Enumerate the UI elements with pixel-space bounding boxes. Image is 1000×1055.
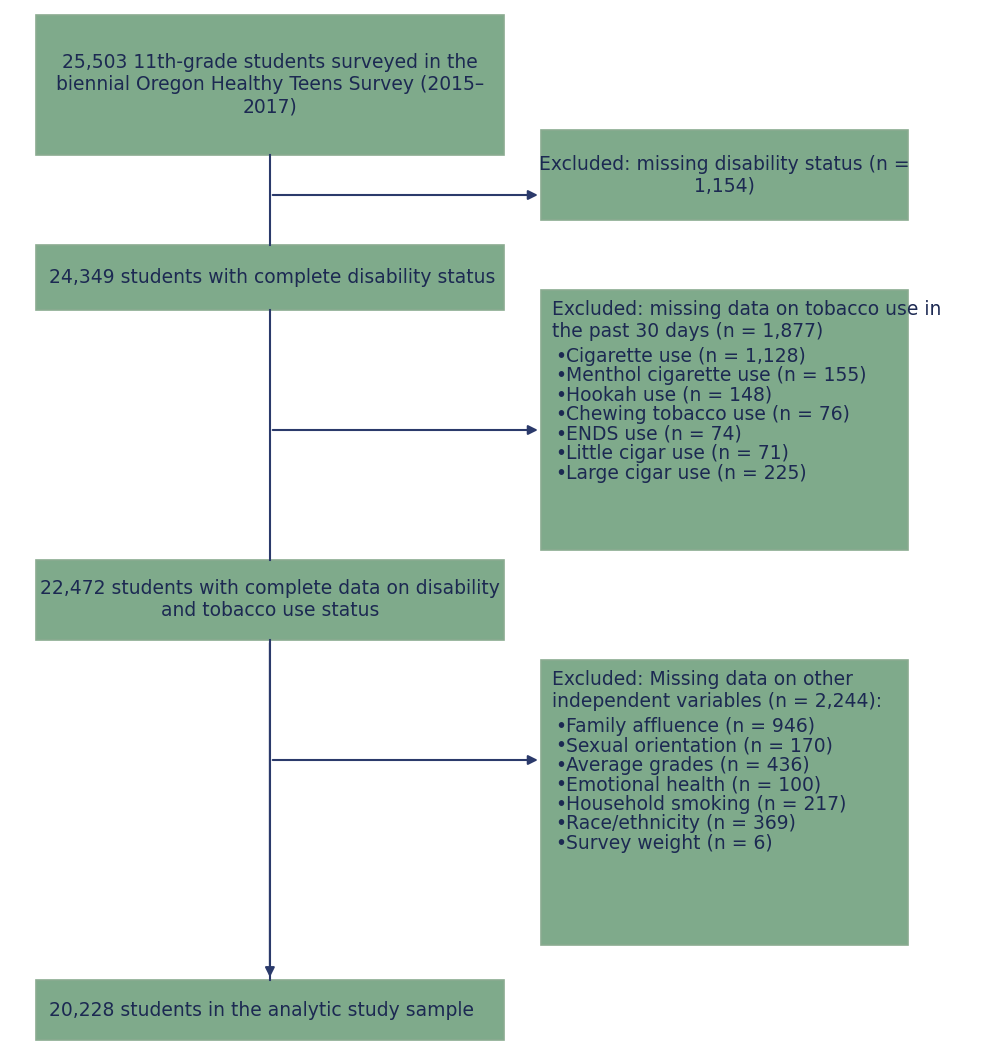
- Bar: [541, 290, 908, 550]
- Text: •: •: [555, 425, 566, 444]
- Text: Chewing tobacco use (n = 76): Chewing tobacco use (n = 76): [566, 405, 850, 424]
- Text: •: •: [555, 755, 566, 774]
- Bar: [541, 130, 908, 220]
- Text: •: •: [555, 405, 566, 424]
- Text: Cigarette use (n = 1,128): Cigarette use (n = 1,128): [566, 346, 806, 365]
- Text: Average grades (n = 436): Average grades (n = 436): [566, 755, 810, 774]
- Bar: [36, 980, 504, 1040]
- Text: •: •: [555, 814, 566, 833]
- Text: 22,472 students with complete data on disability
and tobacco use status: 22,472 students with complete data on di…: [40, 579, 500, 620]
- Bar: [36, 15, 504, 155]
- Text: Household smoking (n = 217): Household smoking (n = 217): [566, 794, 847, 813]
- Text: ENDS use (n = 74): ENDS use (n = 74): [566, 425, 742, 444]
- Text: •: •: [555, 833, 566, 852]
- Text: Menthol cigarette use (n = 155): Menthol cigarette use (n = 155): [566, 366, 867, 385]
- Bar: [36, 245, 504, 310]
- Text: •: •: [555, 366, 566, 385]
- Text: Excluded: missing data on tobacco use in
the past 30 days (n = 1,877): Excluded: missing data on tobacco use in…: [552, 300, 941, 341]
- Text: •: •: [555, 346, 566, 365]
- Text: 24,349 students with complete disability status: 24,349 students with complete disability…: [49, 268, 495, 287]
- Text: •: •: [555, 775, 566, 794]
- Text: •: •: [555, 736, 566, 755]
- Text: •: •: [555, 444, 566, 463]
- Text: •: •: [555, 794, 566, 813]
- Text: Little cigar use (n = 71): Little cigar use (n = 71): [566, 444, 789, 463]
- Text: Family affluence (n = 946): Family affluence (n = 946): [566, 716, 815, 735]
- Text: Excluded: missing disability status (n =
1,154): Excluded: missing disability status (n =…: [539, 154, 910, 195]
- Text: •: •: [555, 716, 566, 735]
- Text: Survey weight (n = 6): Survey weight (n = 6): [566, 833, 773, 852]
- Text: 25,503 11th-grade students surveyed in the
biennial Oregon Healthy Teens Survey : 25,503 11th-grade students surveyed in t…: [56, 54, 484, 116]
- Bar: [36, 560, 504, 640]
- Text: 20,228 students in the analytic study sample: 20,228 students in the analytic study sa…: [49, 1000, 474, 1019]
- Text: Excluded: Missing data on other
independent variables (n = 2,244):: Excluded: Missing data on other independ…: [552, 670, 882, 711]
- Text: Hookah use (n = 148): Hookah use (n = 148): [566, 386, 772, 405]
- Text: Large cigar use (n = 225): Large cigar use (n = 225): [566, 464, 807, 483]
- Text: Emotional health (n = 100): Emotional health (n = 100): [566, 775, 821, 794]
- Text: Sexual orientation (n = 170): Sexual orientation (n = 170): [566, 736, 833, 755]
- Text: Race/ethnicity (n = 369): Race/ethnicity (n = 369): [566, 814, 796, 833]
- Text: •: •: [555, 386, 566, 405]
- Bar: [541, 660, 908, 945]
- Text: •: •: [555, 464, 566, 483]
